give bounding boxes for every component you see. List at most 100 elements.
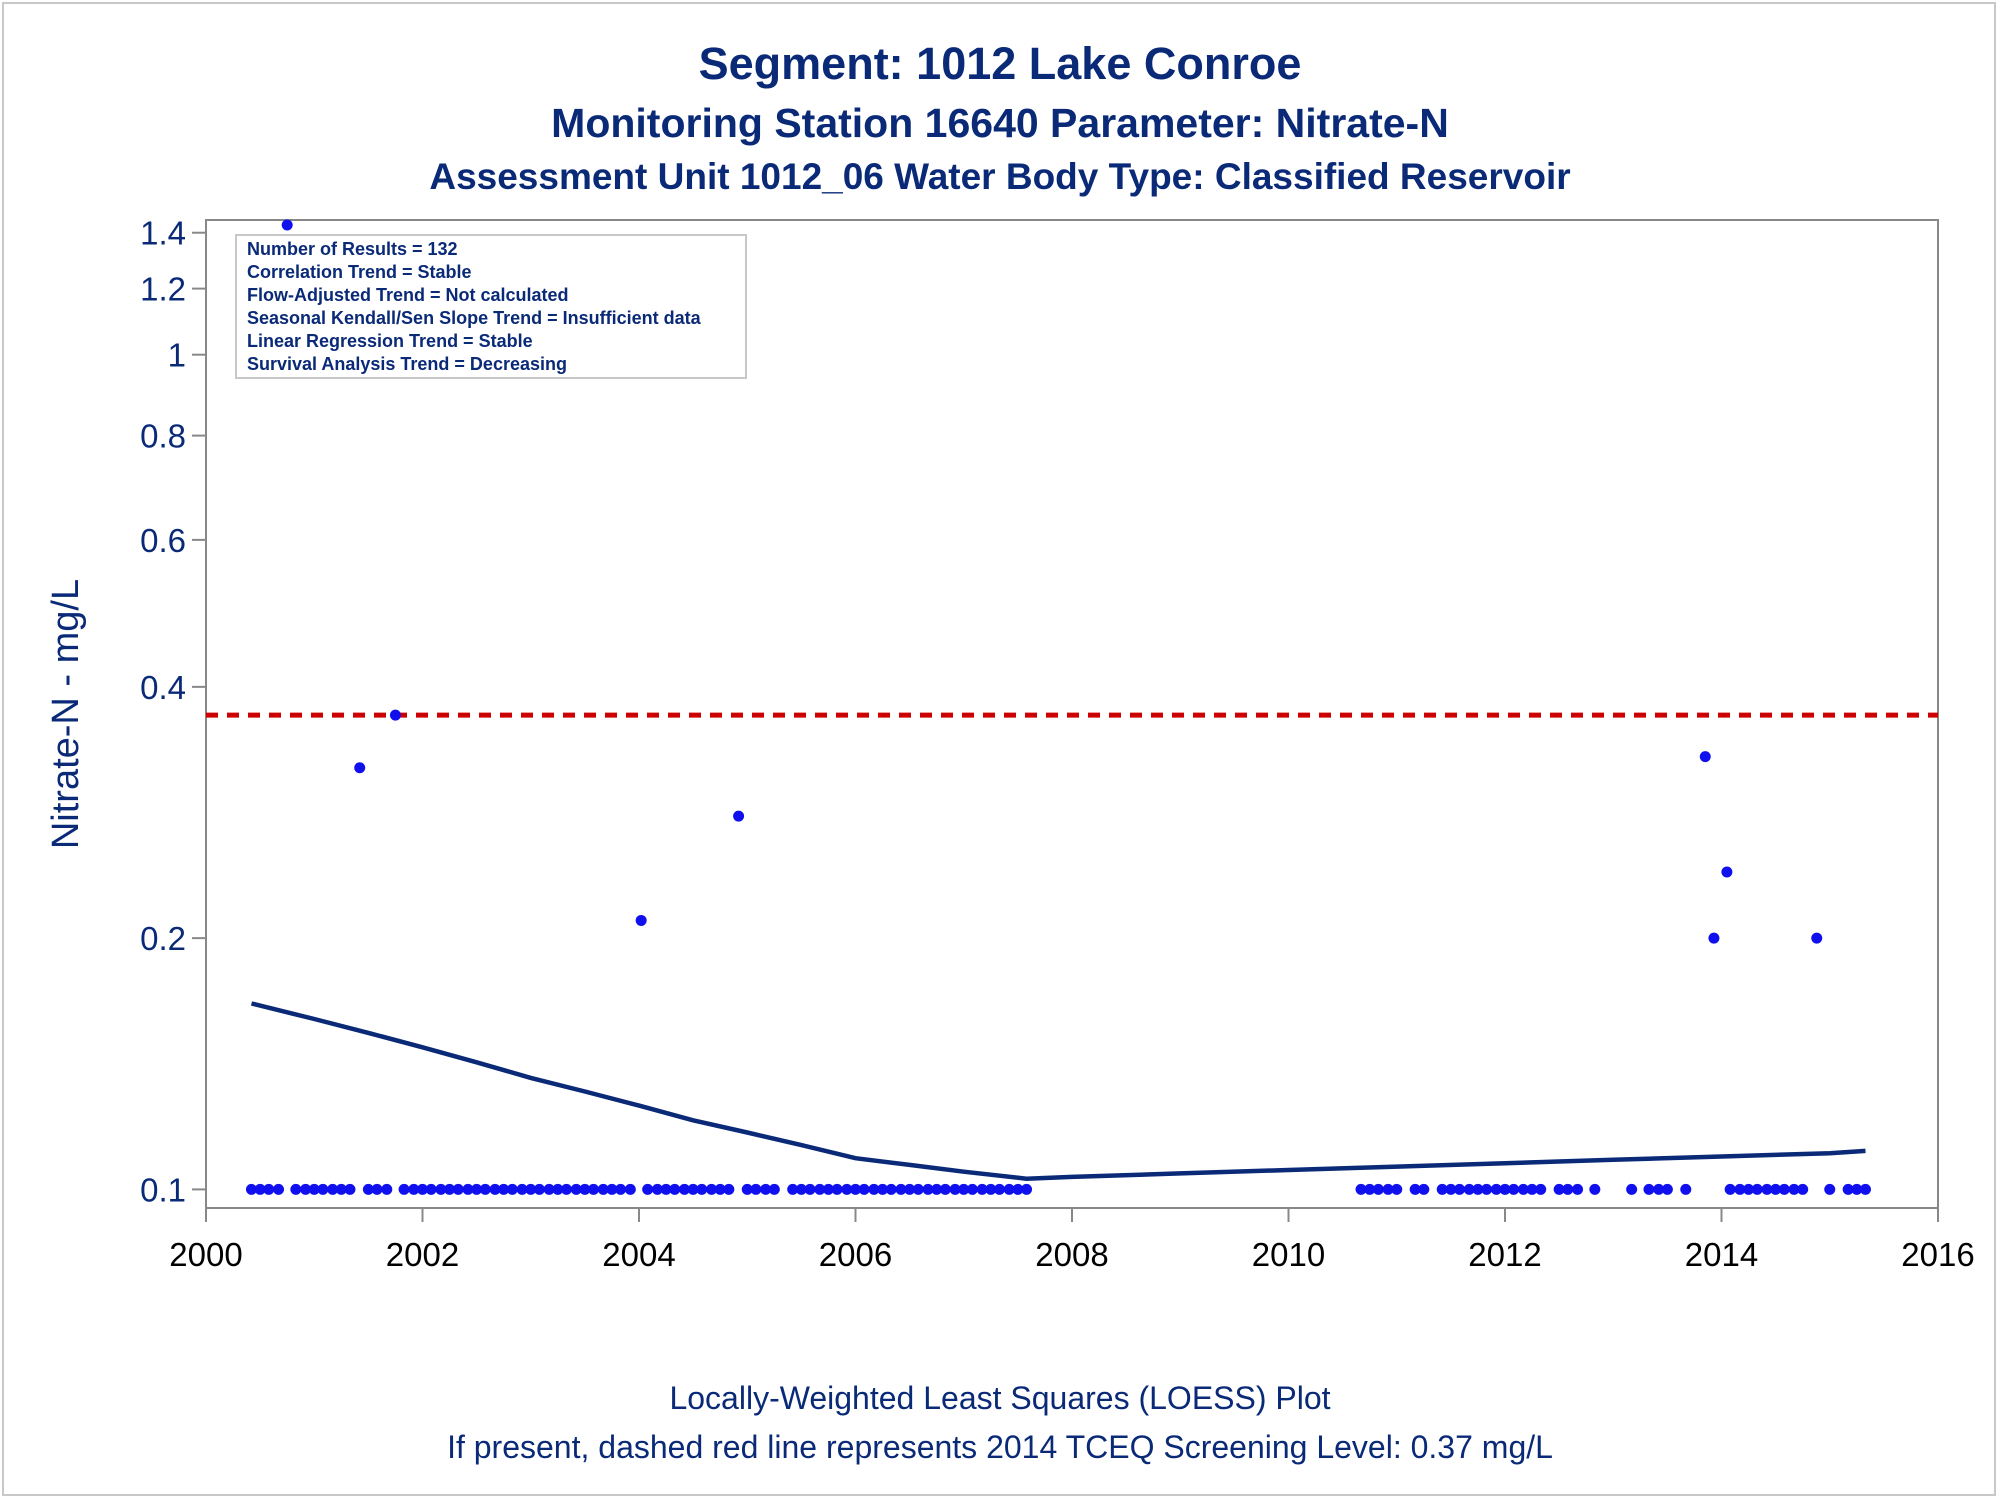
data-point bbox=[1508, 1183, 1520, 1195]
data-point bbox=[1517, 1183, 1529, 1195]
data-point bbox=[300, 1183, 312, 1195]
footnote-loess: Locally-Weighted Least Squares (LOESS) P… bbox=[669, 1380, 1331, 1416]
data-point bbox=[1788, 1183, 1800, 1195]
data-point bbox=[1778, 1183, 1790, 1195]
data-point bbox=[1472, 1183, 1484, 1195]
info-box-line: Linear Regression Trend = Stable bbox=[247, 331, 533, 351]
loess-line bbox=[250, 1001, 1866, 1181]
data-point bbox=[912, 1183, 924, 1195]
data-point bbox=[1842, 1183, 1854, 1195]
data-point bbox=[850, 1183, 861, 1195]
chart-title: Segment: 1012 Lake Conroe bbox=[698, 38, 1302, 89]
info-box-line: Flow-Adjusted Trend = Not calculated bbox=[247, 285, 569, 305]
y-axis-label: Nitrate-N - mg/L bbox=[45, 579, 87, 849]
info-box-line: Number of Results = 132 bbox=[247, 239, 458, 259]
info-box bbox=[235, 234, 747, 379]
data-point bbox=[273, 1183, 285, 1195]
x-tick-label: 2002 bbox=[386, 1236, 459, 1273]
data-point bbox=[949, 1183, 961, 1195]
data-point bbox=[533, 1183, 545, 1195]
data-point bbox=[1481, 1183, 1493, 1195]
data-point bbox=[560, 1183, 572, 1195]
x-tick-label: 2016 bbox=[1901, 1236, 1974, 1273]
data-point bbox=[525, 1183, 537, 1195]
data-point bbox=[1526, 1183, 1538, 1195]
data-point bbox=[939, 1183, 951, 1195]
chart-subtitle-assessment: Assessment Unit 1012_06 Water Body Type:… bbox=[429, 156, 1571, 197]
data-point bbox=[498, 1183, 510, 1195]
data-point bbox=[570, 1183, 582, 1195]
data-point bbox=[741, 1183, 753, 1195]
x-tick-label: 2000 bbox=[169, 1236, 242, 1273]
data-point bbox=[760, 1183, 772, 1195]
data-point bbox=[317, 1183, 329, 1195]
data-point bbox=[1535, 1183, 1547, 1195]
data-point bbox=[308, 1183, 320, 1195]
y-tick-label: 1 bbox=[168, 337, 186, 374]
y-tick-label: 0.1 bbox=[140, 1171, 186, 1208]
data-point bbox=[624, 1183, 636, 1195]
data-point bbox=[254, 1183, 266, 1195]
data-point bbox=[1553, 1183, 1565, 1195]
data-point bbox=[425, 1183, 437, 1195]
x-tick-label: 2004 bbox=[602, 1236, 675, 1273]
data-point bbox=[651, 1183, 663, 1195]
y-tick-label: 0.8 bbox=[140, 418, 186, 455]
data-point bbox=[696, 1183, 708, 1195]
data-point bbox=[635, 914, 647, 926]
data-point bbox=[1382, 1183, 1394, 1195]
data-point bbox=[471, 1183, 483, 1195]
data-point bbox=[335, 1183, 347, 1195]
data-point bbox=[1562, 1183, 1574, 1195]
data-point bbox=[1589, 1183, 1601, 1195]
data-point bbox=[479, 1183, 491, 1195]
data-point bbox=[877, 1183, 889, 1195]
data-point bbox=[1643, 1183, 1655, 1195]
data-point bbox=[1445, 1183, 1457, 1195]
data-point bbox=[1721, 866, 1733, 878]
data-point bbox=[895, 1183, 907, 1195]
data-point bbox=[1851, 1183, 1863, 1195]
data-point bbox=[1463, 1183, 1475, 1195]
data-point bbox=[966, 1183, 978, 1195]
data-point bbox=[795, 1183, 807, 1195]
data-point bbox=[904, 1183, 916, 1195]
data-point bbox=[1724, 1183, 1736, 1195]
data-point bbox=[804, 1183, 816, 1195]
data-point bbox=[1372, 1183, 1384, 1195]
data-point bbox=[1680, 1183, 1692, 1195]
data-point bbox=[1824, 1183, 1836, 1195]
data-point bbox=[1572, 1183, 1584, 1195]
data-point bbox=[1012, 1183, 1024, 1195]
data-point bbox=[1418, 1183, 1430, 1195]
data-point bbox=[408, 1183, 420, 1195]
data-point bbox=[1454, 1183, 1466, 1195]
chart-subtitle-station: Monitoring Station 16640 Parameter: Nitr… bbox=[551, 100, 1449, 146]
footnote-screening: If present, dashed red line represents 2… bbox=[447, 1429, 1553, 1465]
data-point bbox=[245, 1183, 257, 1195]
data-point bbox=[993, 1183, 1005, 1195]
data-point bbox=[281, 219, 293, 231]
data-point bbox=[958, 1183, 970, 1195]
data-point bbox=[462, 1183, 474, 1195]
data-point bbox=[642, 1183, 654, 1195]
data-point bbox=[516, 1183, 528, 1195]
x-tick-label: 2008 bbox=[1035, 1236, 1108, 1273]
data-point bbox=[1003, 1183, 1015, 1195]
data-point bbox=[868, 1183, 880, 1195]
data-point bbox=[597, 1183, 609, 1195]
data-point bbox=[669, 1183, 681, 1195]
data-point bbox=[1364, 1183, 1376, 1195]
y-tick-label: 0.4 bbox=[140, 669, 186, 706]
data-point bbox=[841, 1183, 853, 1195]
x-tick-label: 2010 bbox=[1252, 1236, 1325, 1273]
data-point bbox=[552, 1183, 564, 1195]
data-point bbox=[435, 1183, 447, 1195]
y-tick-label: 0.6 bbox=[140, 522, 186, 559]
data-point bbox=[1021, 1183, 1033, 1195]
x-tick-label: 2012 bbox=[1468, 1236, 1541, 1273]
data-point bbox=[831, 1183, 843, 1195]
data-point bbox=[1355, 1183, 1367, 1195]
